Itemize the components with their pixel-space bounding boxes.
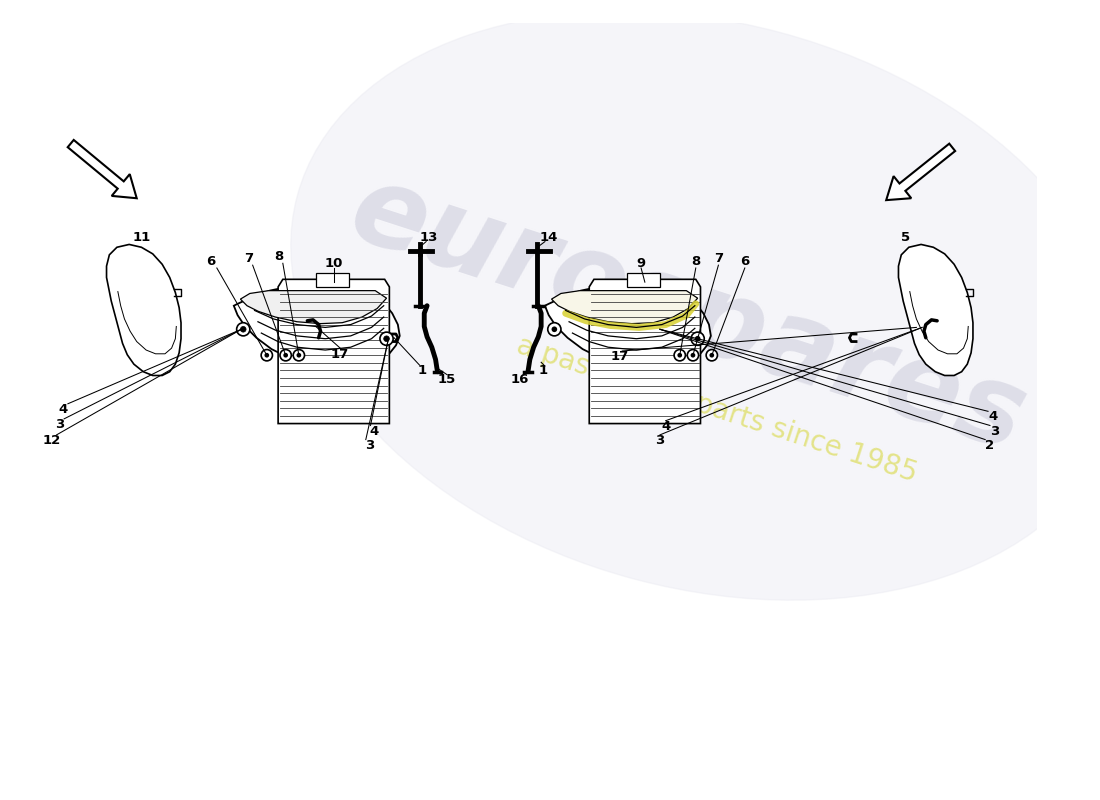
Text: 15: 15 [438, 373, 456, 386]
Circle shape [691, 332, 704, 346]
Text: 14: 14 [539, 231, 558, 244]
Text: 11: 11 [132, 231, 151, 244]
Text: 4: 4 [370, 425, 378, 438]
Ellipse shape [290, 11, 1100, 600]
Circle shape [261, 350, 273, 361]
Circle shape [241, 326, 246, 332]
Polygon shape [241, 290, 386, 324]
Text: 8: 8 [691, 255, 701, 268]
Text: 5: 5 [901, 231, 910, 244]
Circle shape [379, 332, 393, 346]
Polygon shape [234, 285, 399, 368]
Text: eurospares: eurospares [338, 156, 1038, 474]
Text: 7: 7 [714, 252, 723, 265]
Circle shape [297, 353, 301, 358]
Circle shape [236, 322, 250, 336]
Polygon shape [590, 279, 701, 423]
Polygon shape [627, 273, 660, 287]
Circle shape [280, 350, 292, 361]
Text: 9: 9 [637, 257, 646, 270]
Circle shape [674, 350, 685, 361]
Text: 3: 3 [656, 434, 664, 447]
Text: 6: 6 [740, 255, 749, 268]
Circle shape [688, 350, 698, 361]
Text: 4: 4 [58, 403, 68, 416]
Text: 3: 3 [365, 438, 374, 452]
Circle shape [551, 326, 558, 332]
Text: a passion for parts since 1985: a passion for parts since 1985 [513, 331, 921, 487]
Circle shape [284, 353, 288, 358]
Text: 10: 10 [324, 257, 343, 270]
Text: 1: 1 [539, 364, 548, 378]
Circle shape [678, 353, 682, 358]
Text: 7: 7 [244, 252, 253, 265]
Text: 3: 3 [55, 418, 64, 431]
Circle shape [294, 350, 305, 361]
Circle shape [706, 350, 717, 361]
Polygon shape [887, 144, 955, 200]
Text: 2: 2 [986, 438, 994, 452]
Circle shape [691, 353, 695, 358]
Polygon shape [107, 245, 182, 375]
Text: 6: 6 [207, 255, 216, 268]
Polygon shape [316, 273, 349, 287]
Polygon shape [899, 245, 972, 375]
Text: 4: 4 [661, 420, 670, 433]
Circle shape [710, 353, 714, 358]
Text: 17: 17 [610, 350, 628, 363]
Text: 1: 1 [418, 364, 427, 378]
Text: 4: 4 [988, 410, 998, 423]
Polygon shape [544, 285, 711, 368]
Circle shape [264, 353, 270, 358]
Polygon shape [68, 140, 136, 198]
Polygon shape [278, 279, 389, 423]
Text: 8: 8 [274, 250, 284, 263]
Text: 17: 17 [330, 348, 349, 362]
Text: 13: 13 [420, 231, 438, 244]
Text: 16: 16 [510, 373, 529, 386]
Circle shape [548, 322, 561, 336]
Text: 3: 3 [990, 425, 999, 438]
Text: 12: 12 [43, 434, 60, 447]
Circle shape [384, 336, 389, 342]
Polygon shape [551, 290, 697, 324]
Circle shape [695, 336, 701, 342]
